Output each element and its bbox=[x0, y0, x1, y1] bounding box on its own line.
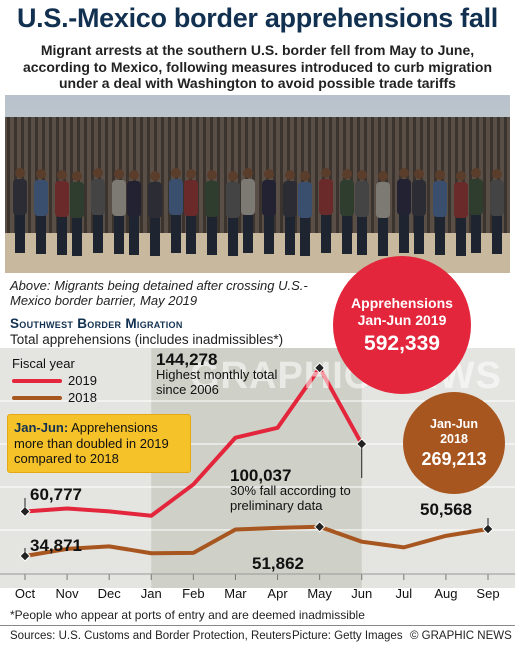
june-note: 30% fall according to preliminary data bbox=[230, 483, 351, 513]
border-photo bbox=[5, 95, 510, 273]
source-bar: Sources: U.S. Customs and Border Protect… bbox=[0, 625, 515, 651]
peak-annotation: 144,278 Highest monthly total since 2006 bbox=[156, 350, 286, 397]
bubble-2019-label1: Apprehensions bbox=[351, 294, 453, 311]
june-value: 100,037 bbox=[230, 466, 292, 485]
x-tick-label-mar: Mar bbox=[224, 586, 247, 601]
bubble-2018-value: 269,213 bbox=[421, 448, 487, 469]
legend-swatch-2019 bbox=[12, 378, 62, 383]
callout-text: Apprehensions more than doubled in 2019 … bbox=[14, 420, 169, 466]
callout-box: Jan-Jun: Apprehensions more than doubled… bbox=[7, 414, 191, 473]
picture-credit: Picture: Getty Images bbox=[292, 630, 403, 642]
page-title: U.S.-Mexico border apprehensions fall bbox=[16, 3, 498, 33]
bubble-2019-label2: Jan-Jun 2019 bbox=[357, 311, 447, 328]
legend-title: Fiscal year bbox=[12, 356, 75, 371]
legend-label-2018: 2018 bbox=[68, 390, 97, 405]
x-tick-label-oct: Oct bbox=[15, 586, 36, 601]
bubble-2018-total: Jan-Jun 2018 269,213 bbox=[403, 392, 505, 494]
may-2018-value: 51,862 bbox=[252, 554, 304, 573]
photo-caption: Above: Migrants being detained after cro… bbox=[10, 278, 308, 308]
x-tick-label-apr: Apr bbox=[267, 586, 288, 601]
bubble-2018-label2: 2018 bbox=[440, 431, 468, 446]
chart-title: Southwest Border Migration bbox=[10, 316, 183, 331]
legend-swatch-2018 bbox=[12, 395, 62, 400]
bubble-2019-total: Apprehensions Jan-Jun 2019 592,339 bbox=[333, 256, 471, 394]
page-subtitle: Migrant arrests at the southern U.S. bor… bbox=[22, 42, 493, 91]
point-marker-2018-sep bbox=[482, 523, 494, 535]
footnote: *People who appear at ports of entry and… bbox=[10, 608, 365, 622]
legend-item-2018: 2018 bbox=[12, 390, 97, 405]
chart-subtitle: Total apprehensions (includes inadmissib… bbox=[10, 332, 284, 347]
sep-2018-value: 50,568 bbox=[420, 500, 472, 519]
peak-value: 144,278 bbox=[156, 350, 218, 369]
oct-2018-value: 34,871 bbox=[30, 536, 82, 555]
x-tick-label-jan: Jan bbox=[141, 586, 162, 601]
x-tick-label-sep: Sep bbox=[476, 586, 499, 601]
series-line-2018 bbox=[23, 524, 490, 559]
bubble-2018-label1: Jan-Jun bbox=[430, 416, 478, 431]
x-tick-label-jul: Jul bbox=[396, 586, 413, 601]
sources-text: Sources: U.S. Customs and Border Protect… bbox=[10, 630, 292, 642]
legend-label-2019: 2019 bbox=[68, 373, 97, 388]
x-tick-label-may: May bbox=[307, 586, 332, 601]
series-line-2019 bbox=[23, 365, 364, 518]
legend-item-2019: 2019 bbox=[12, 373, 97, 388]
june-annotation: 100,037 30% fall according to preliminar… bbox=[230, 466, 360, 513]
oct-2019-value: 60,777 bbox=[30, 485, 82, 504]
x-tick-label-dec: Dec bbox=[98, 586, 122, 601]
peak-note: Highest monthly total since 2006 bbox=[156, 367, 278, 397]
callout-lead: Jan-Jun: bbox=[14, 420, 69, 435]
x-tick-label-nov: Nov bbox=[56, 586, 80, 601]
point-marker-2018-may bbox=[313, 521, 326, 533]
x-tick-label-feb: Feb bbox=[182, 586, 204, 601]
copyright-text: © GRAPHIC NEWS bbox=[410, 630, 512, 642]
bubble-2019-value: 592,339 bbox=[364, 331, 440, 355]
point-marker-2019-may bbox=[313, 362, 326, 374]
x-tick-label-jun: Jun bbox=[351, 586, 372, 601]
x-tick-label-aug: Aug bbox=[434, 586, 457, 601]
